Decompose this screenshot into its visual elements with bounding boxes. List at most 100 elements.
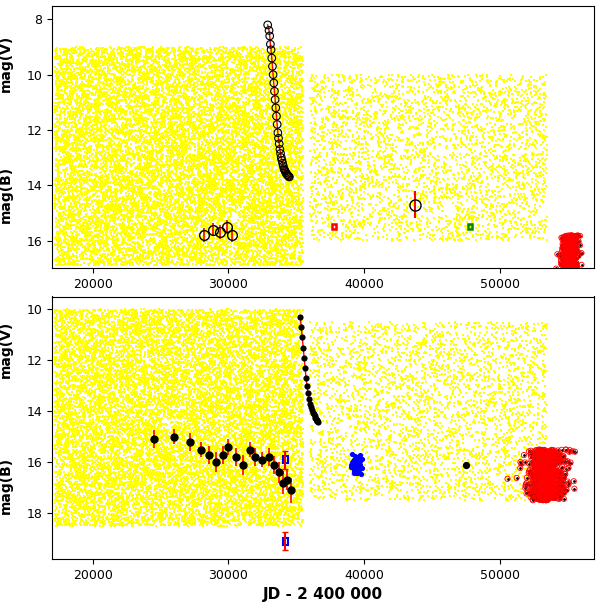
Point bbox=[73, 402, 82, 412]
Point bbox=[244, 422, 253, 432]
Point bbox=[298, 151, 307, 161]
Point bbox=[228, 499, 238, 509]
Point bbox=[175, 122, 184, 132]
Point bbox=[205, 388, 214, 398]
Point bbox=[280, 451, 289, 461]
Point bbox=[125, 66, 134, 75]
Point bbox=[235, 240, 244, 250]
Point bbox=[250, 58, 260, 67]
Point bbox=[258, 52, 268, 62]
Point bbox=[103, 472, 112, 482]
Point bbox=[149, 520, 158, 530]
Point bbox=[500, 390, 509, 399]
Point bbox=[84, 104, 94, 114]
Point bbox=[52, 383, 62, 393]
Point bbox=[85, 335, 94, 345]
Point bbox=[316, 346, 326, 356]
Point bbox=[331, 489, 341, 499]
Point bbox=[61, 378, 71, 387]
Point bbox=[205, 61, 214, 71]
Point bbox=[449, 454, 459, 464]
Point bbox=[224, 340, 233, 350]
Point bbox=[88, 309, 97, 319]
Point bbox=[316, 85, 326, 94]
Point bbox=[404, 381, 413, 391]
Point bbox=[134, 49, 143, 59]
Point bbox=[103, 446, 112, 455]
Point bbox=[454, 383, 463, 393]
Point bbox=[291, 103, 301, 113]
Point bbox=[117, 358, 127, 367]
Point bbox=[566, 257, 575, 266]
Point bbox=[566, 254, 576, 263]
Point bbox=[245, 500, 254, 510]
Point bbox=[107, 103, 117, 113]
Point bbox=[188, 121, 198, 131]
Point bbox=[122, 49, 131, 59]
Point bbox=[106, 94, 116, 104]
Point bbox=[152, 163, 161, 173]
Point bbox=[137, 497, 147, 506]
Point bbox=[118, 220, 128, 230]
Point bbox=[53, 221, 62, 230]
Point bbox=[145, 52, 154, 62]
Point bbox=[143, 336, 152, 346]
Point bbox=[244, 459, 254, 469]
Point bbox=[433, 351, 443, 361]
Point bbox=[145, 445, 155, 455]
Point bbox=[292, 119, 302, 129]
Point bbox=[469, 322, 479, 331]
Point bbox=[500, 100, 510, 109]
Point bbox=[81, 316, 91, 325]
Point bbox=[363, 378, 373, 388]
Point bbox=[74, 381, 83, 391]
Point bbox=[341, 184, 350, 193]
Point bbox=[533, 346, 543, 356]
Point bbox=[241, 259, 251, 269]
Point bbox=[187, 119, 196, 128]
Point bbox=[145, 413, 155, 423]
Point bbox=[109, 63, 118, 73]
Point bbox=[224, 462, 234, 472]
Point bbox=[107, 476, 116, 486]
Point bbox=[65, 131, 75, 140]
Point bbox=[144, 450, 154, 460]
Point bbox=[187, 419, 197, 429]
Point bbox=[94, 434, 104, 444]
Point bbox=[121, 131, 130, 140]
Point bbox=[233, 385, 243, 395]
Point bbox=[232, 379, 241, 389]
Point bbox=[542, 452, 552, 461]
Point bbox=[286, 106, 295, 116]
Point bbox=[154, 342, 163, 352]
Point bbox=[73, 418, 82, 428]
Point bbox=[85, 408, 95, 418]
Point bbox=[127, 168, 137, 178]
Point bbox=[569, 477, 578, 486]
Point bbox=[116, 228, 126, 238]
Point bbox=[275, 311, 285, 320]
Point bbox=[91, 373, 100, 382]
Point bbox=[238, 415, 247, 424]
Point bbox=[181, 466, 191, 475]
Point bbox=[233, 423, 242, 433]
Point bbox=[148, 497, 158, 507]
Point bbox=[115, 488, 124, 497]
Point bbox=[343, 466, 352, 476]
Point bbox=[570, 232, 580, 241]
Point bbox=[106, 187, 116, 196]
Point bbox=[85, 324, 94, 334]
Point bbox=[80, 247, 89, 257]
Point bbox=[136, 336, 146, 346]
Point bbox=[481, 190, 491, 200]
Point bbox=[315, 379, 325, 389]
Point bbox=[347, 196, 356, 206]
Point bbox=[242, 113, 252, 123]
Point bbox=[136, 392, 146, 401]
Point bbox=[86, 234, 95, 244]
Point bbox=[194, 56, 203, 66]
Point bbox=[273, 447, 283, 457]
Point bbox=[240, 58, 250, 67]
Point bbox=[79, 403, 88, 413]
Point bbox=[98, 393, 108, 403]
